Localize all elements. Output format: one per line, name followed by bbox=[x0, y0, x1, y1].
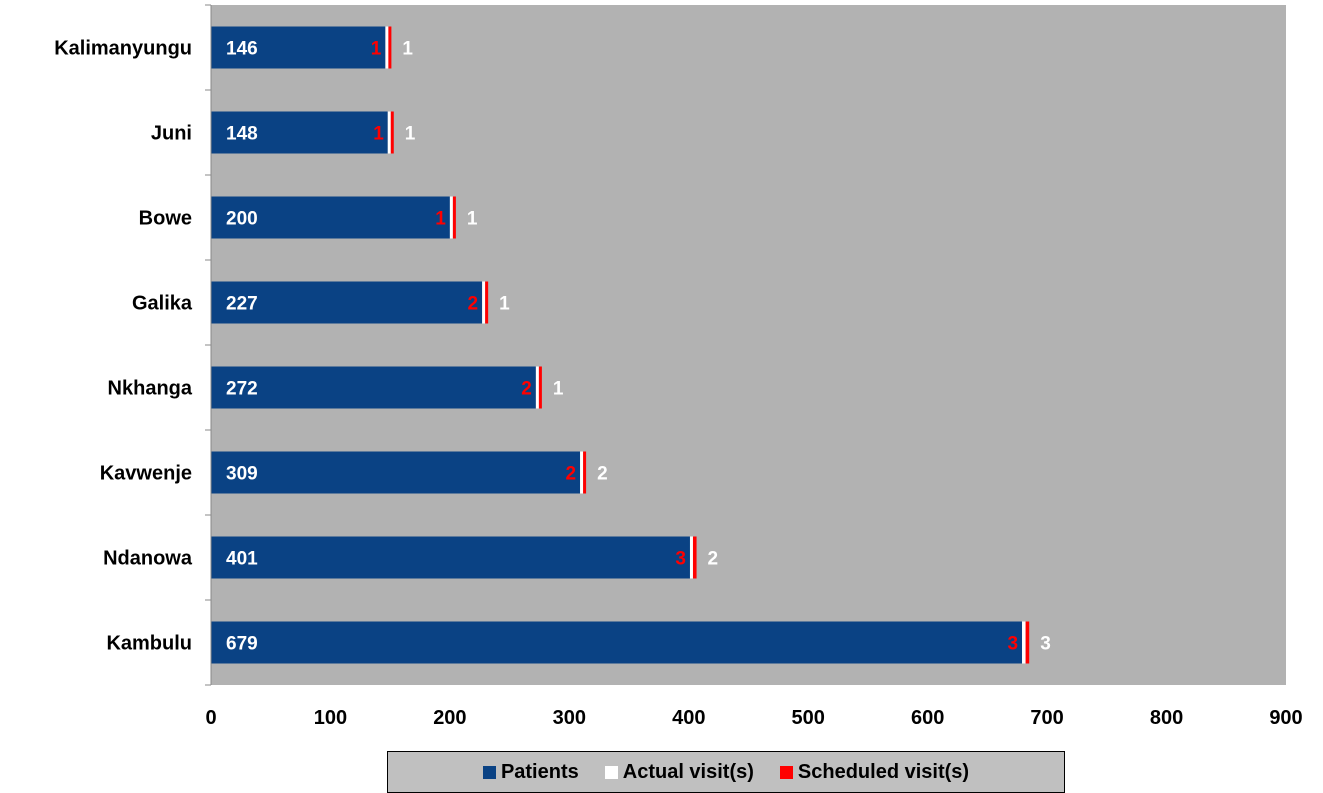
x-tick-label-600: 600 bbox=[911, 707, 944, 729]
bar-actual-visits-nkhanga bbox=[535, 366, 539, 409]
category-label-galika: Galika bbox=[132, 293, 193, 315]
bar-patients-galika bbox=[211, 281, 483, 324]
data-label-scheduled-visits-galika: 2 bbox=[468, 294, 479, 315]
data-label-patients-ndanowa: 401 bbox=[226, 549, 258, 570]
bar-scheduled-visits-bowe bbox=[452, 196, 456, 239]
legend-label-patients: Patients bbox=[500, 760, 579, 783]
x-tick-label-200: 200 bbox=[433, 707, 466, 729]
x-tick-label-700: 700 bbox=[1030, 707, 1063, 729]
category-label-kalimanyungu: Kalimanyungu bbox=[54, 38, 192, 60]
bar-actual-visits-bowe bbox=[449, 196, 453, 239]
data-label-scheduled-visits-nkhanga: 2 bbox=[521, 379, 532, 400]
legend-label-scheduled-visits: Scheduled visit(s) bbox=[797, 760, 970, 783]
bar-scheduled-visits-juni bbox=[390, 111, 394, 154]
bar-scheduled-visits-nkhanga bbox=[538, 366, 542, 409]
data-label-patients-kalimanyungu: 146 bbox=[226, 39, 258, 60]
data-label-actual-visits-bowe: 1 bbox=[467, 209, 478, 230]
bars-group bbox=[211, 26, 1030, 664]
legend-item-scheduled-visits: Scheduled visit(s) bbox=[779, 760, 970, 784]
axes-group: 0 100 200 300 400 500 600 700 800 900 bbox=[205, 4, 1303, 729]
bar-actual-visits-kavwenje bbox=[580, 451, 584, 494]
data-label-actual-visits-galika: 1 bbox=[499, 294, 510, 315]
bar-actual-visits-juni bbox=[387, 111, 391, 154]
data-label-patients-galika: 227 bbox=[226, 294, 258, 315]
bar-scheduled-visits-ndanowa bbox=[692, 536, 697, 579]
category-label-bowe: Bowe bbox=[139, 208, 192, 230]
legend-item-actual-visits: Actual visit(s) bbox=[604, 760, 754, 784]
legend-swatch-scheduled-visits bbox=[779, 765, 793, 779]
category-label-nkhanga: Nkhanga bbox=[108, 378, 193, 400]
plot-area bbox=[211, 5, 1286, 685]
bar-scheduled-visits-kambulu bbox=[1025, 621, 1030, 664]
x-tick-label-0: 0 bbox=[205, 707, 216, 729]
bar-actual-visits-ndanowa bbox=[689, 536, 693, 579]
data-label-actual-visits-juni: 1 bbox=[405, 124, 416, 145]
data-label-actual-visits-nkhanga: 1 bbox=[553, 379, 564, 400]
data-label-scheduled-visits-juni: 1 bbox=[373, 124, 384, 145]
data-label-patients-kambulu: 679 bbox=[226, 634, 258, 655]
data-label-patients-nkhanga: 272 bbox=[226, 379, 258, 400]
data-label-scheduled-visits-kavwenje: 2 bbox=[566, 464, 577, 485]
x-tick-label-300: 300 bbox=[553, 707, 586, 729]
legend: Patients Actual visit(s) Scheduled visit… bbox=[387, 751, 1065, 793]
bar-actual-visits-kalimanyungu bbox=[385, 26, 389, 69]
bar-patients-kavwenje bbox=[211, 451, 581, 494]
data-label-scheduled-visits-ndanowa: 3 bbox=[675, 549, 686, 570]
bar-scheduled-visits-kalimanyungu bbox=[388, 26, 392, 69]
data-label-actual-visits-kavwenje: 2 bbox=[597, 464, 608, 485]
data-label-scheduled-visits-kalimanyungu: 1 bbox=[371, 39, 382, 60]
category-label-ndanowa: Ndanowa bbox=[103, 548, 193, 570]
bar-patients-nkhanga bbox=[211, 366, 536, 409]
data-label-actual-visits-ndanowa: 2 bbox=[708, 549, 719, 570]
x-tick-label-800: 800 bbox=[1150, 707, 1183, 729]
bar-scheduled-visits-galika bbox=[485, 281, 489, 324]
legend-item-patients: Patients bbox=[482, 760, 579, 784]
bar-patients-kalimanyungu bbox=[211, 26, 386, 69]
data-label-actual-visits-kalimanyungu: 1 bbox=[402, 39, 413, 60]
data-label-patients-kavwenje: 309 bbox=[226, 464, 258, 485]
legend-label-actual-visits: Actual visit(s) bbox=[622, 760, 754, 783]
data-label-actual-visits-kambulu: 3 bbox=[1040, 634, 1051, 655]
bar-patients-juni bbox=[211, 111, 388, 154]
x-tick-label-100: 100 bbox=[314, 707, 347, 729]
x-tick-label-900: 900 bbox=[1269, 707, 1302, 729]
data-label-scheduled-visits-kambulu: 3 bbox=[1007, 634, 1018, 655]
legend-swatch-patients bbox=[482, 765, 496, 779]
bar-patients-kambulu bbox=[211, 621, 1023, 664]
data-label-patients-bowe: 200 bbox=[226, 209, 258, 230]
bar-actual-visits-galika bbox=[482, 281, 486, 324]
bar-patients-bowe bbox=[211, 196, 450, 239]
x-tick-label-400: 400 bbox=[672, 707, 705, 729]
bar-patients-ndanowa bbox=[211, 536, 690, 579]
bar-scheduled-visits-kavwenje bbox=[583, 451, 587, 494]
bar-actual-visits-kambulu bbox=[1022, 621, 1026, 664]
category-label-juni: Juni bbox=[151, 123, 192, 145]
legend-swatch-actual-visits bbox=[604, 765, 618, 779]
data-label-scheduled-visits-bowe: 1 bbox=[435, 209, 446, 230]
x-tick-label-500: 500 bbox=[792, 707, 825, 729]
category-label-kavwenje: Kavwenje bbox=[100, 463, 192, 485]
category-label-kambulu: Kambulu bbox=[106, 633, 192, 655]
data-label-patients-juni: 148 bbox=[226, 124, 258, 145]
